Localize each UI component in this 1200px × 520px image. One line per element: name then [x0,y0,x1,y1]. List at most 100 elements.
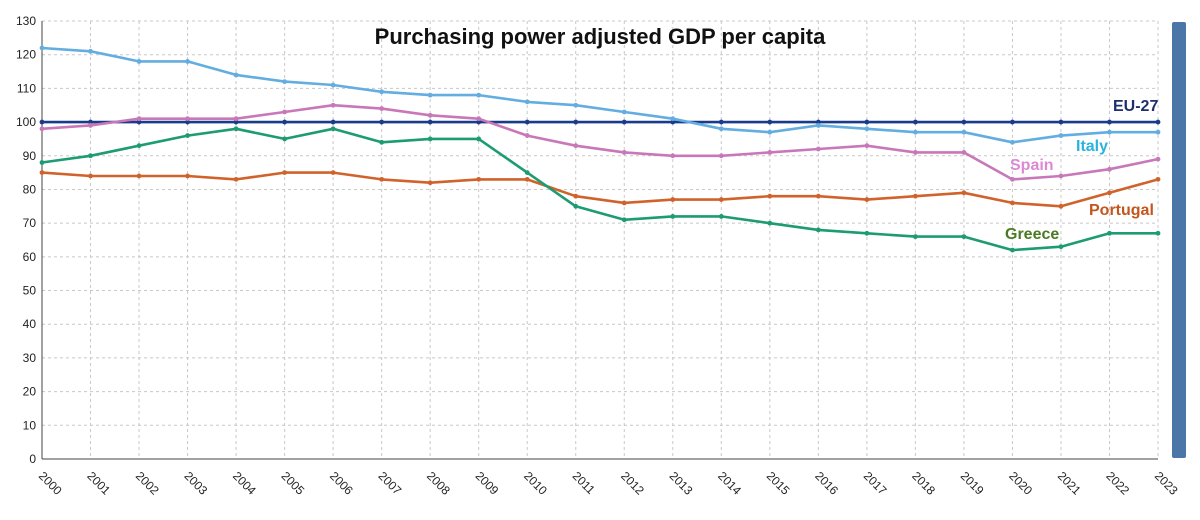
data-point-greece [233,126,239,132]
y-tick-label: 20 [23,385,37,399]
data-point-greece [573,203,579,209]
data-point-italy [39,45,45,51]
data-point-portugal [233,176,239,182]
data-point-spain [912,150,918,155]
y-tick-label: 110 [17,81,36,95]
y-tick-label: 130 [16,14,36,28]
y-tick-label: 60 [23,250,37,264]
data-point-eu-27 [912,119,918,125]
data-point-spain [1155,156,1161,162]
x-tick-label: 2008 [424,469,453,498]
data-point-eu-27 [670,119,676,125]
data-point-greece [864,230,870,236]
series-greece [39,126,1161,253]
data-point-greece [88,153,93,159]
data-point-greece [330,126,336,132]
x-tick-label: 2002 [133,469,162,498]
data-point-greece [621,217,627,223]
data-point-eu-27 [233,119,239,125]
data-point-eu-27 [815,119,821,125]
data-point-eu-27 [1107,119,1112,125]
data-point-italy [330,82,336,88]
data-point-italy [815,123,821,128]
data-point-greece [524,170,530,176]
data-point-eu-27 [573,119,579,125]
x-tick-label: 2020 [1006,469,1035,498]
series-label-portugal: Portugal [1089,202,1154,219]
data-point-eu-27 [427,119,433,125]
y-tick-label: 50 [23,284,37,298]
data-point-eu-27 [476,119,482,125]
data-point-greece [136,143,142,149]
data-point-spain [1010,176,1015,182]
y-tick-label: 120 [16,48,36,62]
data-point-greece [767,220,773,226]
data-point-greece [912,234,918,240]
x-tick-label: 2021 [1055,469,1084,498]
data-point-spain [718,153,724,159]
data-point-spain [621,150,627,155]
data-point-eu-27 [282,119,288,125]
data-point-portugal [427,180,433,186]
data-point-portugal [670,197,676,202]
data-point-portugal [39,170,45,176]
data-point-portugal [573,193,579,199]
x-tick-label: 2019 [958,469,987,498]
x-tick-label: 2007 [376,469,405,498]
data-point-portugal [961,190,967,196]
axes: 0 10 20 30 40 50 60 70 80 90 100 110 120 130 2000 2001 2… [16,14,1181,498]
data-point-italy [912,129,918,135]
y-tick-label: 100 [16,115,36,129]
data-point-italy [427,92,433,98]
x-tick-label: 2017 [861,469,890,498]
series-layer [39,45,1161,253]
data-point-greece [961,234,967,240]
data-point-spain [961,150,967,155]
data-point-portugal [621,200,627,206]
data-point-italy [864,126,870,132]
x-tick-label: 2023 [1152,469,1181,498]
y-tick-label: 40 [23,317,37,331]
y-tick-label: 30 [23,351,37,365]
x-tick-label: 2004 [230,469,259,498]
y-tick-label: 90 [23,149,37,163]
data-point-eu-27 [524,119,530,125]
data-point-italy [961,129,967,135]
data-point-portugal [1010,200,1015,206]
data-point-italy [185,59,190,64]
data-point-italy [524,99,530,105]
data-point-portugal [524,176,530,182]
x-tick-label: 2014 [715,469,744,498]
data-point-spain [1107,166,1112,172]
series-spain [39,102,1161,182]
data-point-italy [136,59,142,64]
x-tick-label: 2015 [764,469,793,498]
data-point-italy [573,102,579,108]
x-tick-label: 2006 [327,469,356,498]
data-point-spain [136,116,142,122]
data-point-spain [476,116,482,122]
data-point-eu-27 [88,119,93,125]
data-point-greece [1058,244,1064,250]
data-point-spain [282,109,288,115]
data-point-greece [379,139,385,145]
data-point-eu-27 [961,119,967,125]
x-tick-label: 2000 [36,469,65,498]
data-point-portugal [1155,176,1161,182]
data-point-italy [233,72,239,78]
series-line-greece [41,127,1158,252]
data-point-spain [767,150,773,155]
data-point-portugal [912,193,918,199]
vertical-scrollbar[interactable] [1172,22,1186,458]
x-tick-label: 2013 [667,469,696,498]
data-point-eu-27 [136,119,142,125]
data-point-italy [1155,129,1161,135]
data-point-eu-27 [379,119,385,125]
data-point-greece [718,214,724,219]
x-tick-label: 2010 [521,469,550,498]
data-point-greece [1010,247,1015,253]
x-tick-label: 2018 [909,469,938,498]
x-tick-label: 2012 [618,469,647,498]
series-line-italy [41,46,1158,144]
